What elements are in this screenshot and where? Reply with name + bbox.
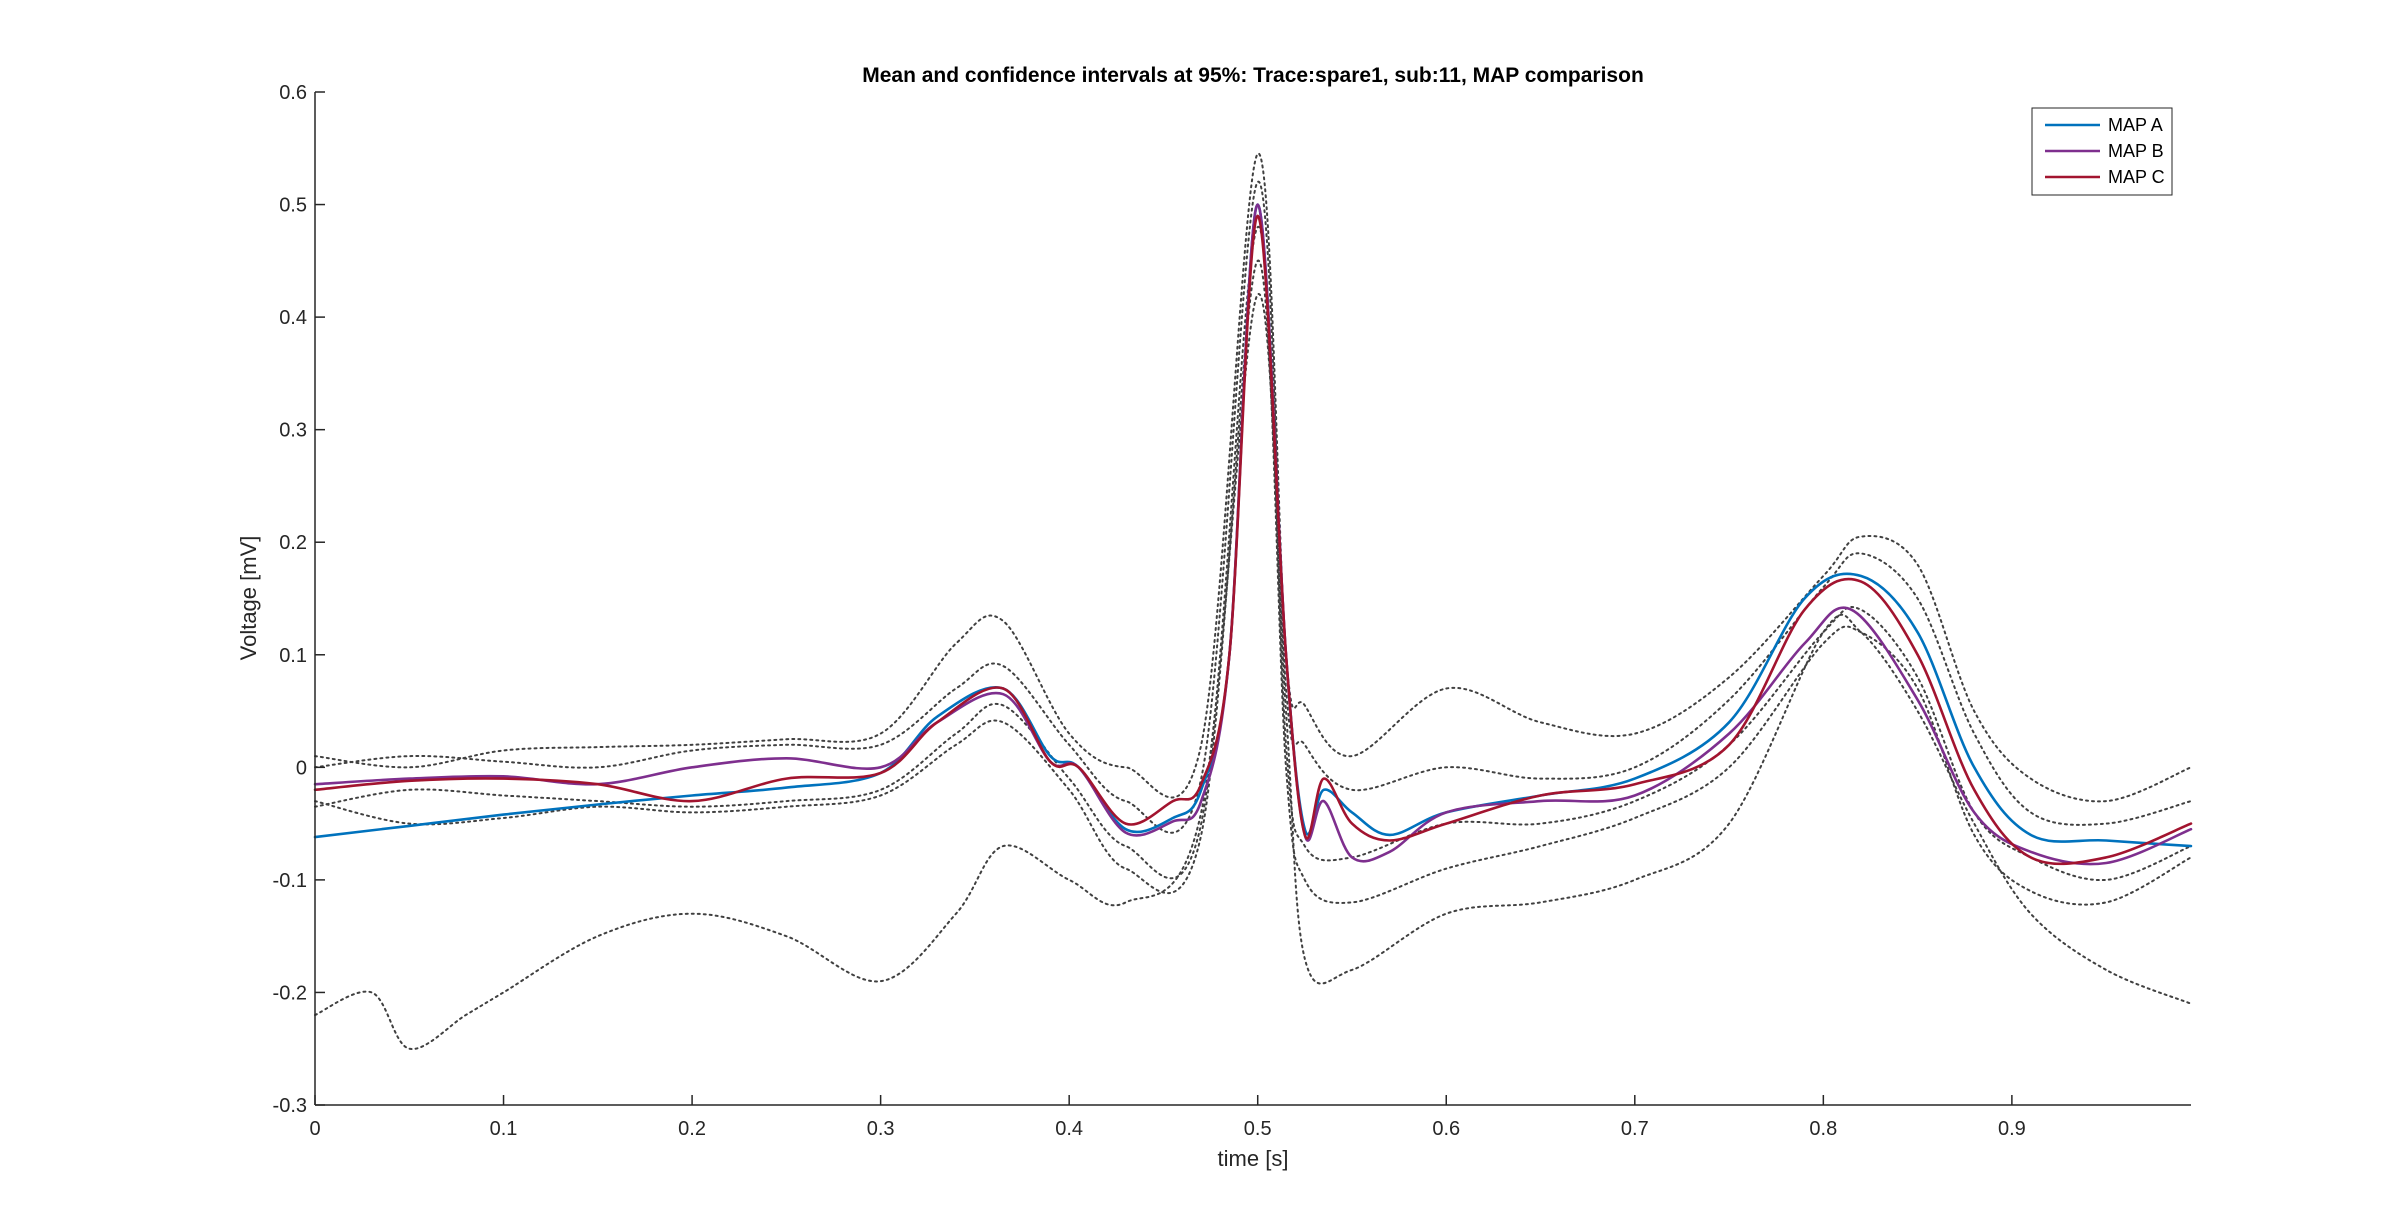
y-tick-label: 0.5 [279, 195, 307, 217]
y-tick-label: 0.6 [279, 82, 307, 104]
x-tick-label: 0.6 [1432, 1118, 1460, 1140]
x-tick-label: 0.4 [1055, 1118, 1083, 1140]
legend-entry: MAP B [2108, 141, 2164, 161]
confidence-trace-5 [314, 259, 2192, 906]
x-tick-label: 0.3 [867, 1118, 895, 1140]
y-tick-label: -0.2 [273, 982, 307, 1004]
x-tick-label: 0.5 [1244, 1118, 1272, 1140]
x-tick-label: 0 [309, 1118, 320, 1140]
x-tick-label: 0.2 [678, 1118, 706, 1140]
axes-background [315, 92, 2191, 1105]
x-tick-label: 0.9 [1998, 1118, 2026, 1140]
x-ticks: 0 0.1 0.2 0.3 0.4 0.5 0.6 0.7 0.8 0.9 [309, 1095, 2026, 1140]
legend-entry: MAP C [2108, 167, 2165, 187]
y-tick-label: 0.2 [279, 532, 307, 554]
legend: MAP A MAP B MAP C [2031, 107, 2173, 196]
y-tick-label: 0.1 [279, 645, 307, 667]
x-tick-label: 0.1 [490, 1118, 518, 1140]
axes-frame [314, 92, 2191, 1106]
series-line-map-c [313, 214, 2193, 866]
chart-title: Mean and confidence intervals at 95%: Tr… [862, 64, 1644, 87]
y-tick-label: -0.3 [273, 1095, 307, 1117]
x-tick-label: 0.7 [1621, 1118, 1649, 1140]
legend-entry: MAP A [2108, 115, 2163, 135]
y-tick-label: 0 [296, 757, 307, 779]
y-tick-label: -0.1 [273, 870, 307, 892]
x-tick-label: 0.8 [1809, 1118, 1837, 1140]
y-tick-label: 0.4 [279, 307, 307, 329]
legend-items: MAP A MAP B MAP C [2045, 115, 2165, 187]
series-layer [313, 152, 2193, 1050]
y-axis-label: Voltage [mV] [236, 536, 261, 661]
confidence-trace-3 [314, 293, 2192, 1050]
y-ticks: -0.3 -0.2 -0.1 0 0.1 0.2 0.3 0.4 0.5 0.6 [273, 82, 325, 1117]
confidence-trace-4 [314, 152, 2192, 803]
confidence-trace-6 [314, 180, 2192, 834]
y-tick-label: 0.3 [279, 420, 307, 442]
x-axis-label: time [s] [1218, 1146, 1289, 1171]
